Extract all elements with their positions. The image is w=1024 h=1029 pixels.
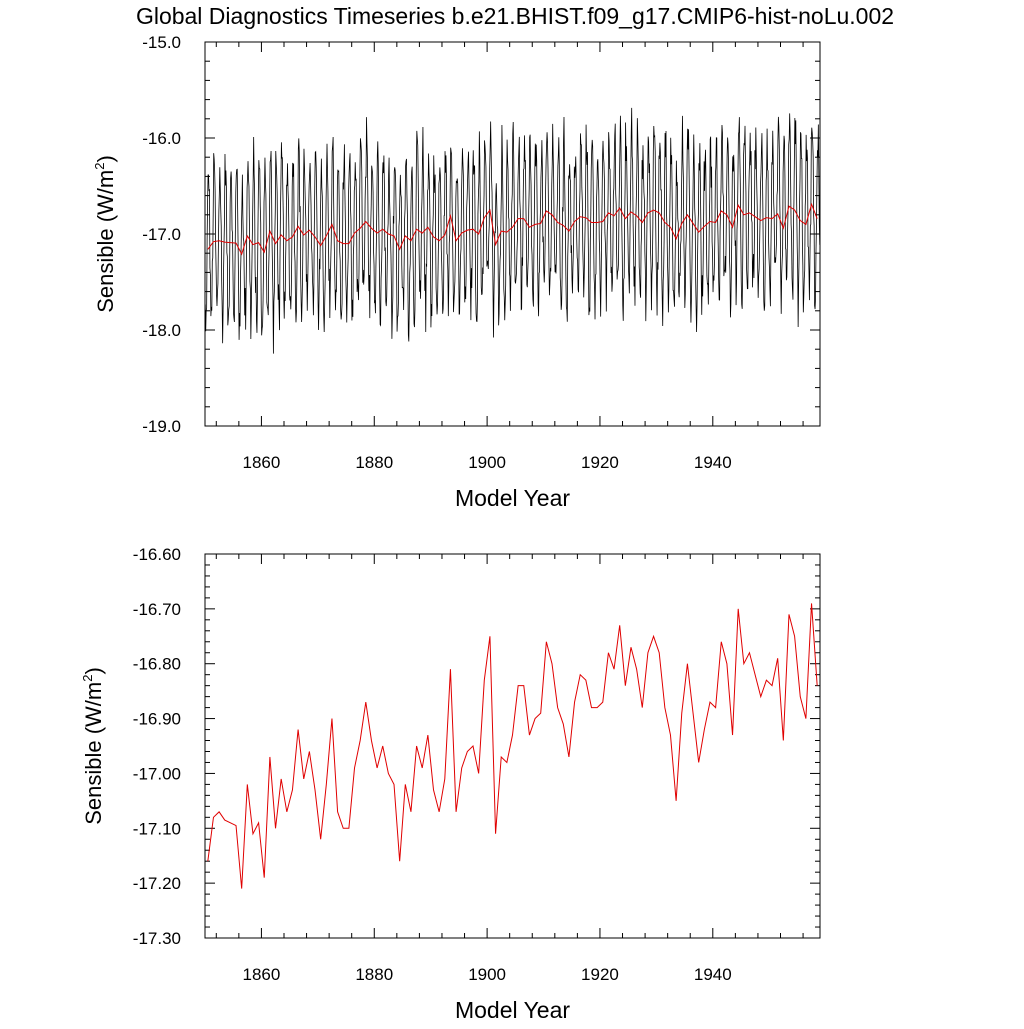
annual-mean-series-line — [207, 202, 818, 256]
y-tick-label: -19.0 — [142, 417, 181, 436]
x-tick-label: 1860 — [243, 453, 281, 472]
y-axis-label: Sensible (W/m2) — [92, 155, 118, 313]
y-tick-label: -17.20 — [133, 874, 181, 893]
y-tick-label: -15.0 — [142, 33, 181, 52]
x-tick-label: 1900 — [468, 453, 506, 472]
y-tick-label: -17.10 — [133, 819, 181, 838]
y-axis-label: Sensible (W/m2) — [80, 667, 106, 825]
x-tick-label: 1920 — [581, 453, 619, 472]
x-tick-label: 1900 — [468, 965, 506, 984]
x-tick-label: 1940 — [694, 965, 732, 984]
plot-frame — [204, 553, 821, 939]
bottom-annual-mean-chart: 1860 1880 1900 1920 1940 -17.30 -17.20 -17.10 -1… — [80, 545, 821, 1023]
x-tick-label: 1940 — [694, 453, 732, 472]
y-tick-label: -16.60 — [133, 545, 181, 564]
y-tick-label: -16.0 — [142, 129, 181, 148]
y-tick-label: -17.30 — [133, 929, 181, 948]
annual-mean-series-line — [207, 603, 818, 889]
y-tick-label: -17.0 — [142, 225, 181, 244]
y-tick-label: -16.90 — [133, 710, 181, 729]
y-tick-label: -18.0 — [142, 321, 181, 340]
y-tick-label: -16.70 — [133, 600, 181, 619]
y-tick-label: -17.00 — [133, 764, 181, 783]
monthly-series-line — [205, 107, 820, 354]
x-tick-label: 1860 — [243, 965, 281, 984]
y-tick-label: -16.80 — [133, 655, 181, 674]
x-axis-label: Model Year — [455, 485, 570, 511]
top-timeseries-chart: 1860 1880 1900 1920 1940 -19.0 -18.0 -17.0 -16.0… — [92, 33, 821, 511]
x-tick-label: 1920 — [581, 965, 619, 984]
figure-title: Global Diagnostics Timeseries b.e21.BHIS… — [136, 3, 894, 29]
x-axis-label: Model Year — [455, 997, 570, 1023]
x-tick-label: 1880 — [355, 453, 393, 472]
x-tick-label: 1880 — [355, 965, 393, 984]
